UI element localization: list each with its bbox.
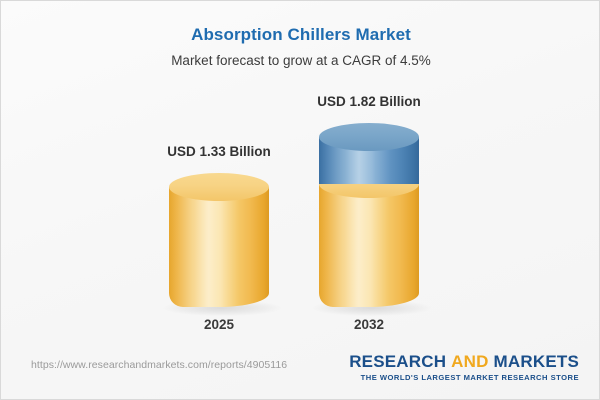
- cylinder-body-2025: [169, 187, 269, 307]
- bar-value-label-2032: USD 1.82 Billion: [317, 94, 421, 109]
- logo-word-research: RESEARCH: [349, 352, 447, 371]
- bar-value-label-2025: USD 1.33 Billion: [167, 144, 271, 159]
- bar-category-label-2025: 2025: [203, 317, 235, 332]
- chart-subtitle: Market forecast to grow at a CAGR of 4.5…: [171, 53, 431, 68]
- source-url[interactable]: https://www.researchandmarkets.com/repor…: [31, 359, 288, 371]
- cylinder-top-ellipse-2032: [319, 123, 419, 151]
- logo-word-markets: MARKETS: [493, 352, 579, 371]
- logo-wordmark: RESEARCH AND MARKETS: [349, 353, 579, 371]
- footer: https://www.researchandmarkets.com/repor…: [1, 347, 599, 399]
- cylinder-body-base-2032: [319, 183, 419, 307]
- logo-tagline: THE WORLD'S LARGEST MARKET RESEARCH STOR…: [360, 372, 579, 382]
- logo-word-and: AND: [451, 352, 489, 371]
- chart-title: Absorption Chillers Market: [191, 25, 411, 44]
- researchandmarkets-logo[interactable]: RESEARCH AND MARKETS THE WORLD'S LARGEST…: [349, 353, 579, 382]
- bar-category-label-2032: 2032: [353, 317, 385, 332]
- cylinder-top-ellipse-2025: [169, 173, 269, 201]
